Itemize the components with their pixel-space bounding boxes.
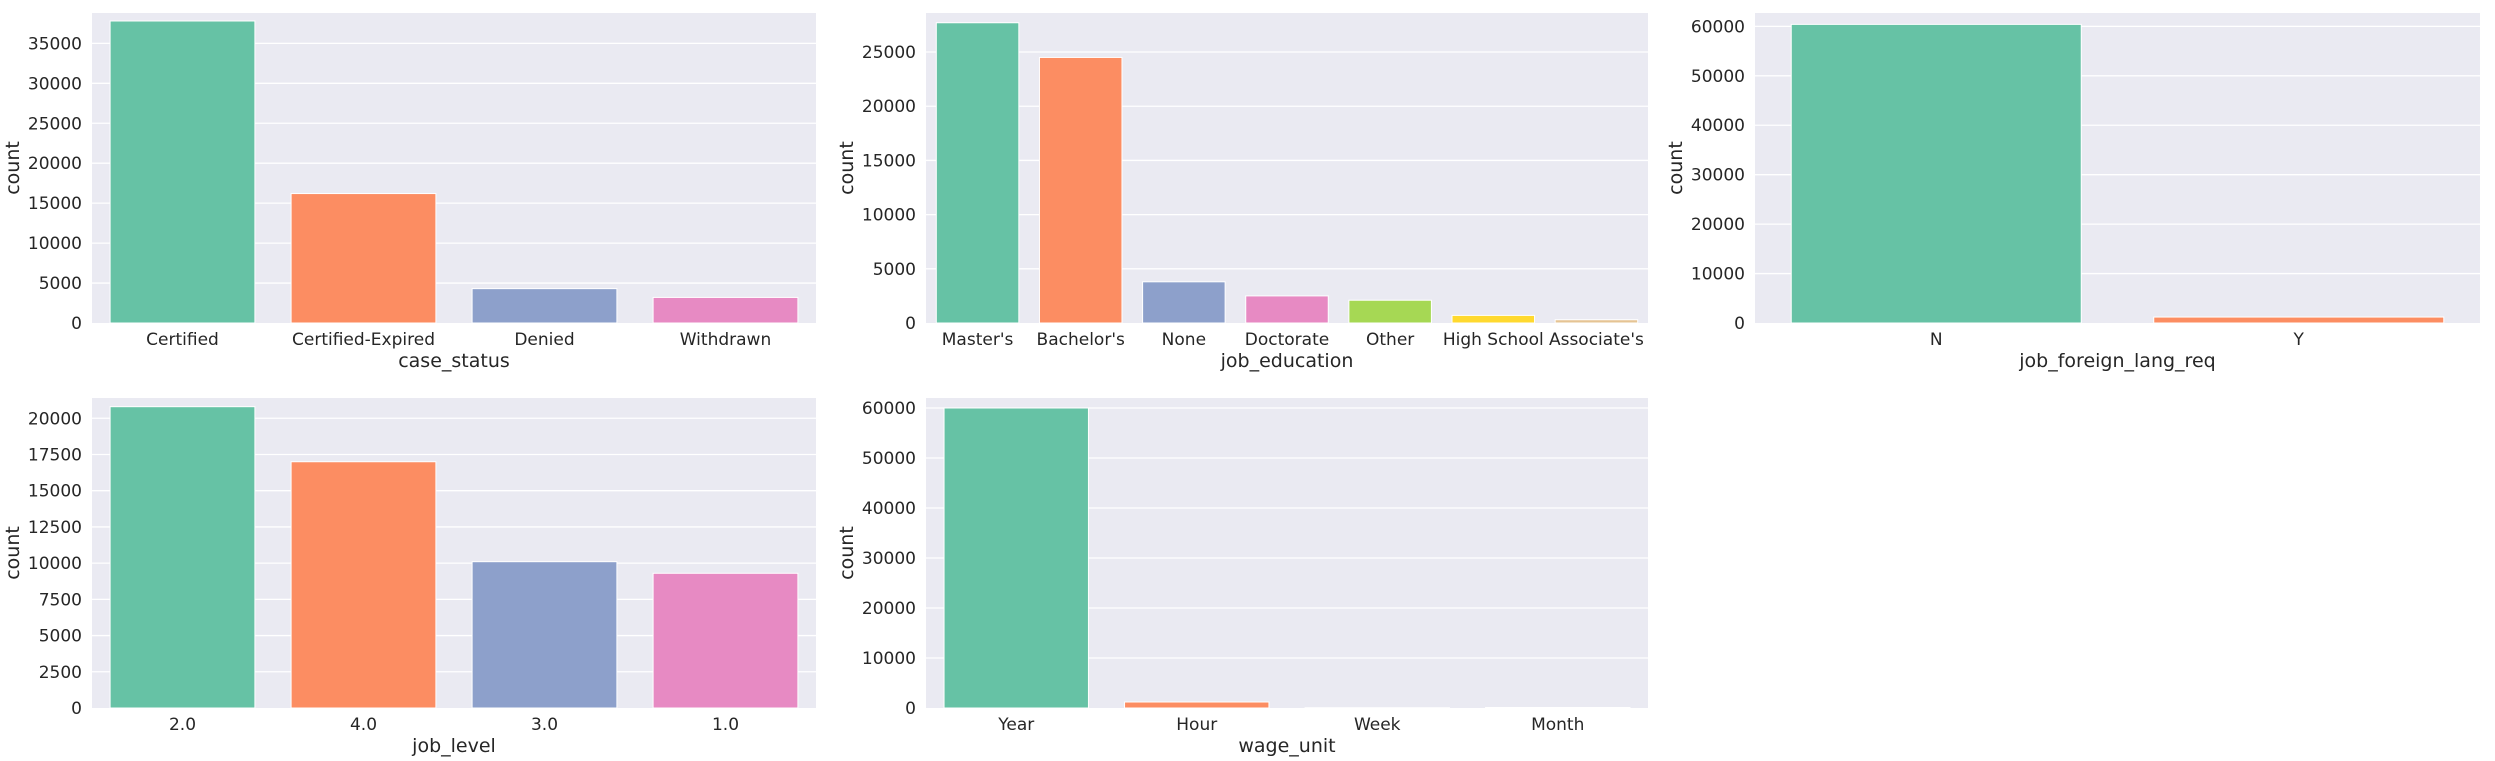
- bar-4-0: [943, 407, 1089, 709]
- x-axis-label: wage_unit: [1238, 735, 1335, 757]
- y-tick-label: 20000: [1691, 215, 1745, 235]
- y-tick-label: 60000: [862, 399, 916, 419]
- chart-3: 0 2500 5000 7500 10000 12500 15000 17500 20000 2.…: [2, 398, 816, 757]
- x-tick-label: Denied: [514, 330, 574, 350]
- x-tick-label: 4.0: [350, 715, 377, 735]
- y-tick-label: 35000: [28, 34, 82, 54]
- y-tick-label: 10000: [28, 234, 82, 254]
- x-tick-label: Other: [1366, 330, 1414, 350]
- y-tick-label: 5000: [873, 260, 916, 280]
- y-axis-label: count: [2, 141, 24, 195]
- y-tick-label: 15000: [28, 194, 82, 214]
- x-tick-label: Year: [997, 715, 1034, 735]
- x-axis-label: job_level: [411, 735, 496, 757]
- chart-1: 0 5000 10000 15000 20000 25000 Master's Bachelo…: [836, 13, 1648, 372]
- y-tick-label: 0: [1734, 314, 1745, 334]
- y-axis-label: count: [1665, 141, 1687, 195]
- bar-1-1: [1038, 56, 1123, 324]
- y-axis-label: count: [836, 141, 858, 195]
- x-tick-label: Withdrawn: [680, 330, 771, 350]
- bar-3-2: [471, 561, 618, 709]
- y-tick-label: 12500: [28, 518, 82, 538]
- x-tick-label: Doctorate: [1245, 330, 1329, 350]
- y-tick-label: 60000: [1691, 17, 1745, 37]
- y-tick-label: 25000: [28, 114, 82, 134]
- y-tick-label: 0: [905, 699, 916, 719]
- y-tick-label: 20000: [28, 409, 82, 429]
- y-tick-label: 5000: [39, 274, 82, 294]
- y-tick-label: 7500: [39, 590, 82, 610]
- y-tick-label: 0: [71, 314, 82, 334]
- y-axis-label: count: [836, 526, 858, 580]
- bar-4-3: [1485, 707, 1631, 709]
- y-tick-label: 30000: [28, 74, 82, 94]
- y-tick-label: 0: [905, 314, 916, 334]
- x-tick-label: 1.0: [712, 715, 739, 735]
- bar-1-6: [1554, 319, 1639, 324]
- bar-1-5: [1451, 314, 1536, 324]
- bar-0-2: [471, 288, 618, 324]
- x-axis-label: case_status: [398, 350, 510, 372]
- x-tick-label: Associate's: [1549, 330, 1644, 350]
- y-tick-label: 10000: [1691, 265, 1745, 285]
- x-axis-label: job_foreign_lang_req: [2018, 350, 2215, 372]
- y-tick-label: 25000: [862, 43, 916, 63]
- y-tick-label: 30000: [1691, 166, 1745, 186]
- x-tick-label: 3.0: [531, 715, 558, 735]
- bar-3-3: [652, 572, 799, 709]
- x-tick-label: Week: [1354, 715, 1401, 735]
- y-tick-label: 5000: [39, 627, 82, 647]
- plot-area: [926, 13, 1648, 323]
- bar-2-1: [2153, 316, 2445, 324]
- y-tick-label: 20000: [862, 97, 916, 117]
- x-axis-label: job_education: [1220, 350, 1354, 372]
- chart-4: 0 10000 20000 30000 40000 50000 60000 Year Hour W…: [836, 398, 1648, 757]
- y-tick-label: 20000: [862, 599, 916, 619]
- bar-0-0: [109, 20, 256, 324]
- bar-3-0: [109, 406, 256, 709]
- bar-1-2: [1142, 281, 1226, 324]
- x-tick-label: Certified-Expired: [292, 330, 435, 350]
- chart-2: 0 10000 20000 30000 40000 50000 60000 N Yjob_for…: [1665, 13, 2480, 372]
- y-tick-label: 15000: [28, 482, 82, 502]
- y-axis-label: count: [2, 526, 24, 580]
- y-tick-label: 40000: [862, 499, 916, 519]
- x-tick-label: Master's: [942, 330, 1014, 350]
- x-tick-label: Month: [1531, 715, 1584, 735]
- y-tick-label: 10000: [28, 554, 82, 574]
- x-tick-label: Hour: [1176, 715, 1217, 735]
- y-tick-label: 2500: [39, 663, 82, 683]
- x-tick-label: Y: [2293, 330, 2305, 350]
- bar-0-3: [652, 296, 799, 324]
- x-tick-label: N: [1930, 330, 1943, 350]
- bar-2-0: [1790, 23, 2082, 324]
- bar-1-3: [1245, 295, 1329, 324]
- x-tick-label: Bachelor's: [1037, 330, 1125, 350]
- x-tick-label: 2.0: [169, 715, 196, 735]
- x-tick-label: None: [1162, 330, 1206, 350]
- bar-4-1: [1124, 701, 1270, 709]
- y-tick-label: 0: [71, 699, 82, 719]
- bar-3-1: [290, 461, 437, 709]
- bar-1-4: [1348, 299, 1432, 324]
- bar-1-0: [935, 22, 1020, 324]
- y-tick-label: 50000: [862, 449, 916, 469]
- x-tick-label: Certified: [146, 330, 219, 350]
- y-tick-label: 10000: [862, 649, 916, 669]
- chart-0: 0 5000 10000 15000 20000 25000 30000 35000 Certi…: [2, 13, 816, 372]
- y-tick-label: 15000: [862, 151, 916, 171]
- y-tick-label: 20000: [28, 154, 82, 174]
- y-tick-label: 17500: [28, 445, 82, 465]
- bar-0-1: [290, 193, 437, 324]
- x-tick-label: High School: [1443, 330, 1544, 350]
- y-tick-label: 50000: [1691, 67, 1745, 87]
- y-tick-label: 40000: [1691, 116, 1745, 136]
- y-tick-label: 30000: [862, 549, 916, 569]
- y-tick-label: 10000: [862, 206, 916, 226]
